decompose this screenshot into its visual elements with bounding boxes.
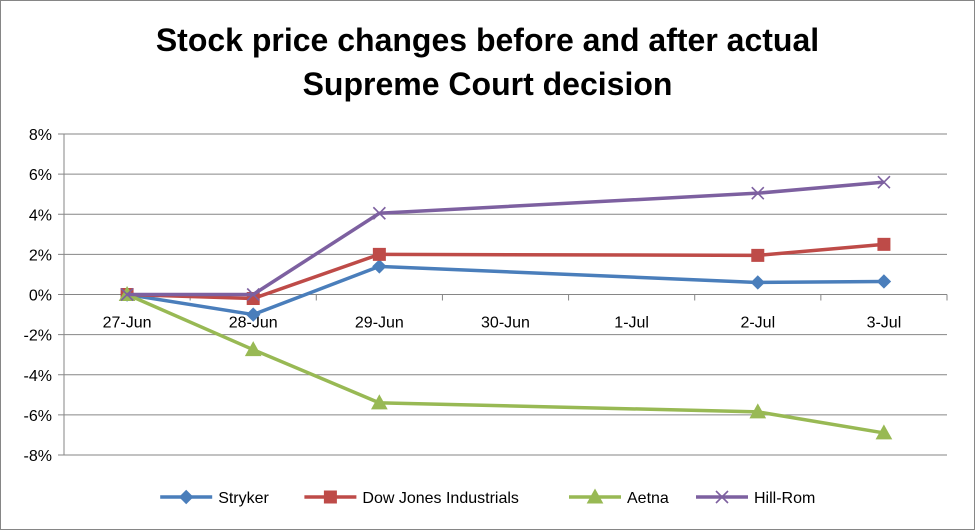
series-lines: [118, 175, 893, 440]
data-point-hill-rom: [246, 287, 260, 302]
data-point-hill-rom-stroke: [120, 287, 134, 302]
y-tick-label: 2%: [29, 247, 52, 264]
series-line-hill-rom: [127, 180, 885, 297]
data-point-dow-jones-industrials: [751, 248, 765, 262]
x-tick-label: 1-Jul: [614, 315, 649, 332]
legend-item-aetna: Aetna: [569, 488, 669, 507]
data-point-stryker: [246, 307, 261, 322]
y-tick-label: -6%: [24, 408, 52, 425]
y-tick-label: -4%: [24, 368, 52, 385]
data-point-hill-rom: [372, 206, 386, 220]
y-tick-label: 8%: [29, 127, 52, 144]
data-point-stryker: [876, 274, 892, 289]
legend-label: Stryker: [218, 490, 269, 507]
legend-item-stryker: Stryker: [160, 489, 270, 507]
legend-label: Aetna: [627, 490, 669, 507]
legend-marker: [323, 490, 337, 504]
data-point-stryker: [750, 275, 765, 290]
data-point-aetna: [371, 394, 388, 410]
legend-item-dow-jones-industrials: Dow Jones Industrials: [304, 490, 519, 507]
x-tick-label: 29-Jun: [355, 315, 404, 332]
x-tick-label: 28-Jun: [229, 315, 278, 332]
y-tick-label: -2%: [24, 328, 52, 345]
legend-marker: [586, 488, 604, 504]
x-tick-label: 2-Jul: [740, 315, 775, 332]
data-point-hill-rom-stroke: [877, 175, 891, 189]
data-point-hill-rom-stroke: [246, 287, 260, 302]
legend: Stryker Dow Jones Industrials Aetna Hill-Ro…: [160, 488, 815, 507]
legend-marker: [715, 490, 729, 504]
x-tick-label: 3-Jul: [867, 315, 902, 332]
data-point-hill-rom-stroke: [372, 206, 386, 220]
y-tick-label: 0%: [29, 288, 52, 305]
series-aetna: [118, 285, 893, 440]
data-point-dow-jones-industrials: [372, 247, 386, 261]
data-point-hill-rom: [120, 287, 134, 302]
data-point-hill-rom: [751, 186, 765, 200]
data-point-hill-rom: [877, 175, 891, 189]
series-line-stryker: [126, 264, 884, 317]
data-point-hill-rom-stroke: [751, 186, 765, 200]
legend-label: Hill-Rom: [754, 490, 815, 507]
axes: 8% 6% 4% 2% 0% -2% -4% -6% -8% 27-Jun 28-Jun 29-Jun…: [24, 127, 948, 465]
y-tick-label: 6%: [29, 167, 52, 184]
data-point-aetna: [244, 341, 262, 357]
y-tick-label: 4%: [29, 207, 52, 224]
legend-marker-stroke: [715, 490, 729, 504]
chart-title-line-2: Supreme Court decision: [302, 66, 673, 102]
x-tick-label: 30-Jun: [481, 315, 530, 332]
legend-marker: [178, 489, 194, 505]
series-stryker: [119, 259, 892, 322]
legend-item-hill-rom: Hill-Rom: [696, 490, 815, 507]
x-tick-label: 27-Jun: [103, 315, 152, 332]
data-point-aetna: [875, 424, 893, 440]
data-point-dow-jones-industrials: [877, 237, 891, 251]
legend-label: Dow Jones Industrials: [362, 490, 519, 507]
y-tick-label: -8%: [24, 448, 52, 465]
chart-title-line-1: Stock price changes before and after act…: [155, 22, 820, 58]
chart-title: Stock price changes before and after act…: [0, 18, 975, 106]
series-hill-rom: [120, 175, 891, 302]
data-point-stryker: [372, 259, 387, 274]
data-point-aetna: [749, 403, 767, 419]
